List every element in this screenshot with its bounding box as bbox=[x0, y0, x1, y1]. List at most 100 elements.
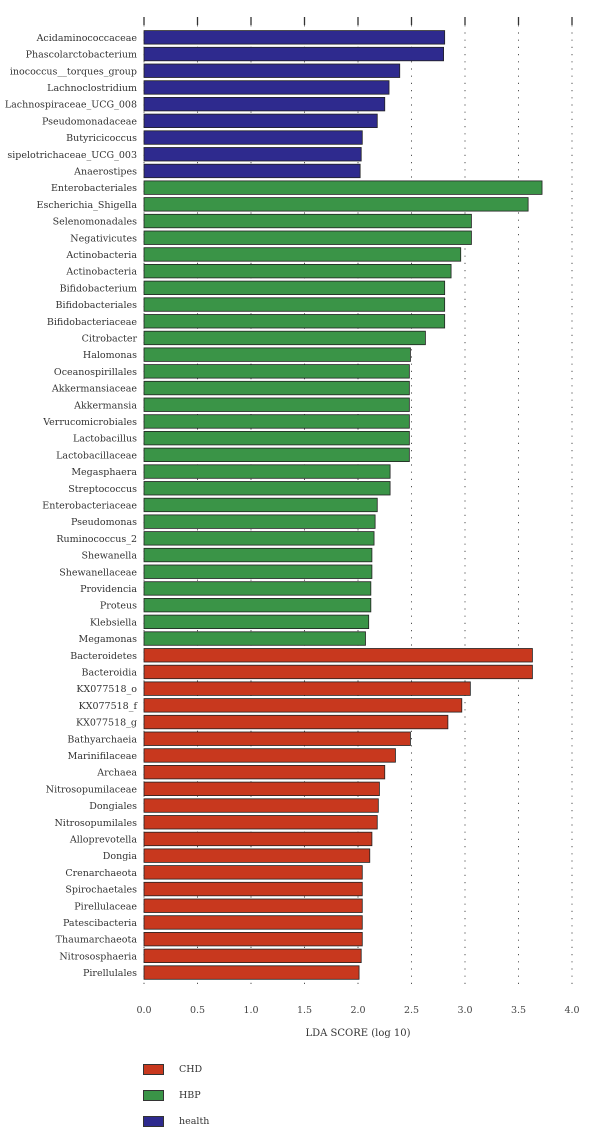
category-label: Ruminococcus_2 bbox=[56, 534, 137, 545]
category-labels: Acidaminococcaceae Phascolarctobacterium i… bbox=[5, 33, 139, 979]
bar-hbp bbox=[143, 430, 410, 446]
category-label: Providencia bbox=[80, 584, 137, 595]
x-tick-labels: 0.0 0.5 1.0 1.5 2.0 2.5 3.0 3.5 4.0 bbox=[136, 1005, 579, 1016]
bar-health bbox=[143, 80, 390, 95]
category-label: Nitrososphaeria bbox=[59, 951, 137, 962]
grid-lines bbox=[143, 17, 573, 990]
category-label: Oceanospirillales bbox=[54, 367, 137, 378]
category-label: Shewanella bbox=[81, 551, 137, 562]
category-label: sipelotrichaceae_UCG_003 bbox=[7, 150, 137, 161]
bar-chd bbox=[143, 898, 363, 913]
category-label: Spirochaetales bbox=[65, 885, 137, 896]
bar-health bbox=[143, 163, 361, 179]
bar-hbp bbox=[143, 514, 376, 529]
bar-chd bbox=[143, 965, 360, 980]
bar-hbp bbox=[143, 481, 391, 496]
category-label: Nitrosopumilaceae bbox=[46, 784, 138, 795]
category-label: Halomonas bbox=[83, 350, 137, 361]
category-label: Archaea bbox=[96, 768, 137, 779]
bar-hbp bbox=[143, 197, 529, 212]
category-label: Phascolarctobacterium bbox=[26, 50, 137, 61]
bar-hbp bbox=[143, 263, 452, 279]
bar-chd bbox=[143, 731, 411, 746]
bar-hbp bbox=[143, 631, 366, 646]
category-label: Verrucomicrobiales bbox=[42, 417, 137, 428]
bar-health bbox=[143, 46, 445, 62]
category-label: Anaerostipes bbox=[73, 166, 137, 177]
x-tick-label: 0.5 bbox=[190, 1005, 205, 1016]
category-label: Nitrosopumilales bbox=[54, 818, 137, 829]
legend-label-health: health bbox=[179, 1116, 210, 1127]
bar-hbp bbox=[143, 314, 446, 329]
bar-chd bbox=[143, 664, 533, 680]
category-label: Pseudomonadaceae bbox=[42, 116, 137, 127]
category-label: Selenomonadales bbox=[53, 217, 138, 228]
category-label: Patescibacteria bbox=[63, 918, 137, 929]
bar-chd bbox=[143, 714, 449, 730]
category-label: Lactobacillus bbox=[73, 434, 137, 445]
category-label: Dongia bbox=[103, 851, 138, 862]
legend-swatch-chd bbox=[143, 1064, 164, 1075]
category-label: Dongiales bbox=[89, 801, 137, 812]
legend-swatch-health bbox=[143, 1116, 164, 1127]
category-label: Acidaminococcaceae bbox=[36, 33, 138, 44]
bar-hbp bbox=[143, 364, 410, 379]
bar-chd bbox=[143, 915, 363, 930]
legend-item-chd: CHD bbox=[143, 1063, 209, 1076]
bar-health bbox=[143, 30, 446, 45]
lda-bar-chart: Acidaminococcaceae Phascolarctobacterium i… bbox=[5, 17, 580, 1039]
bar-chd bbox=[143, 798, 379, 813]
bar-hbp bbox=[143, 547, 373, 563]
bar-hbp bbox=[143, 247, 462, 262]
legend: CHD HBP health bbox=[143, 1063, 209, 1141]
category-label: KX077518_o bbox=[76, 684, 137, 695]
category-label: Bacteroidia bbox=[82, 667, 138, 678]
category-label: Marinifilaceae bbox=[68, 751, 138, 762]
x-tick-label: 1.5 bbox=[297, 1005, 312, 1016]
category-label: Proteus bbox=[100, 601, 137, 612]
bar-health bbox=[143, 130, 363, 145]
category-label: Bifidobacteriaceae bbox=[47, 317, 138, 328]
legend-label-chd: CHD bbox=[179, 1064, 203, 1075]
bar-chd bbox=[143, 681, 471, 696]
category-label: Pirellulales bbox=[83, 968, 137, 979]
x-tick-label: 0.0 bbox=[136, 1005, 151, 1016]
bar-health bbox=[143, 63, 401, 78]
category-label: Pseudomonas bbox=[71, 517, 137, 528]
category-label: Lachnoclostridium bbox=[47, 83, 137, 94]
bar-chd bbox=[143, 948, 362, 963]
category-label: Escherichia_Shigella bbox=[37, 200, 138, 211]
category-label: Bifidobacterium bbox=[60, 283, 137, 294]
category-label: Akkermansiaceae bbox=[51, 384, 138, 395]
bar-hbp bbox=[143, 330, 426, 346]
category-label: Crenarchaeota bbox=[65, 868, 137, 879]
category-label: Megasphaera bbox=[71, 467, 137, 478]
legend-label-hbp: HBP bbox=[179, 1090, 201, 1101]
bars-group bbox=[143, 30, 543, 980]
category-label: KX077518_g bbox=[76, 718, 137, 729]
x-axis-title: LDA SCORE (log 10) bbox=[305, 1028, 410, 1039]
category-label: Butyricicoccus bbox=[66, 133, 137, 144]
bar-hbp bbox=[143, 581, 372, 596]
category-label: Klebsiella bbox=[90, 617, 137, 628]
bar-hbp bbox=[143, 397, 410, 412]
bar-chd bbox=[143, 815, 378, 830]
category-label: Shewanellaceae bbox=[59, 567, 137, 578]
x-tick-label: 3.0 bbox=[457, 1005, 472, 1016]
bar-hbp bbox=[143, 297, 446, 312]
bar-hbp bbox=[143, 180, 543, 195]
bar-chd bbox=[143, 932, 363, 947]
category-label: Actinobacteria bbox=[65, 250, 137, 261]
bar-health bbox=[143, 113, 378, 128]
bar-health bbox=[143, 97, 386, 112]
category-label: Thaumarchaeota bbox=[56, 935, 138, 946]
category-label: Actinobacteria bbox=[65, 267, 137, 278]
bar-hbp bbox=[143, 380, 410, 396]
bar-hbp bbox=[143, 564, 373, 579]
category-label: Citrobacter bbox=[82, 333, 138, 344]
legend-item-hbp: HBP bbox=[143, 1089, 209, 1102]
x-tick-label: 2.0 bbox=[350, 1005, 365, 1016]
bar-hbp bbox=[143, 531, 375, 546]
category-label: Bacteroidetes bbox=[70, 651, 137, 662]
category-label: Enterobacteriaceae bbox=[42, 500, 137, 511]
